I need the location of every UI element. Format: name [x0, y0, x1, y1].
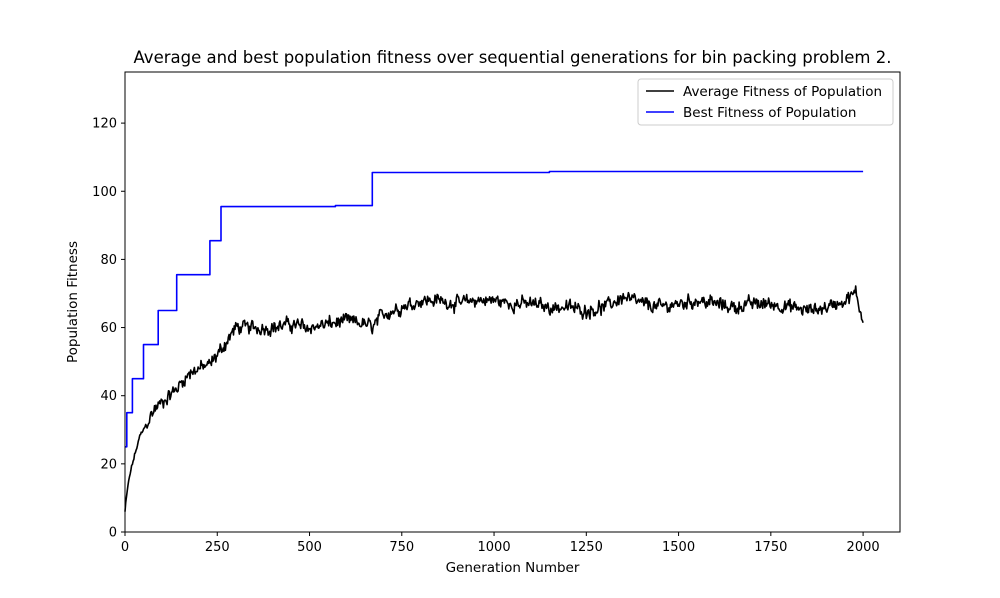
series-line-1	[125, 170, 864, 448]
x-tick-label: 750	[389, 540, 414, 555]
y-tick-label: 100	[92, 185, 117, 200]
y-tick-label: 20	[100, 457, 117, 472]
plot-frame	[124, 71, 901, 533]
y-axis: 0 20 40 60 80 100 120	[92, 117, 125, 541]
y-axis-label: Population Fitness	[65, 241, 81, 363]
legend-label-0: Average Fitness of Population	[683, 84, 882, 100]
x-tick-label: 1750	[754, 540, 787, 555]
legend-label-1: Best Fitness of Population	[683, 105, 856, 121]
x-tick-label: 500	[297, 540, 322, 555]
x-tick-label: 1500	[662, 540, 695, 555]
x-tick-label: 1000	[478, 540, 511, 555]
y-tick-label: 120	[92, 117, 117, 132]
x-tick-label: 1250	[570, 540, 603, 555]
x-tick-label: 2000	[847, 540, 880, 555]
y-tick-label: 40	[100, 389, 117, 404]
legend: Average Fitness of Population Best Fitnes…	[637, 78, 894, 126]
legend-box	[637, 78, 894, 126]
x-axis: 0 250 500 750 1000 1250 1500 1750 2000	[121, 532, 880, 555]
chart-title: Average and best population fitness over…	[133, 48, 891, 67]
x-tick-label: 0	[121, 540, 129, 555]
x-tick-label: 250	[205, 540, 230, 555]
x-axis-label: Generation Number	[446, 560, 580, 576]
series-layer	[124, 170, 864, 512]
series-line-0	[124, 285, 864, 512]
y-tick-label: 60	[100, 321, 117, 336]
y-tick-label: 80	[100, 253, 117, 268]
y-tick-label: 0	[109, 526, 117, 541]
